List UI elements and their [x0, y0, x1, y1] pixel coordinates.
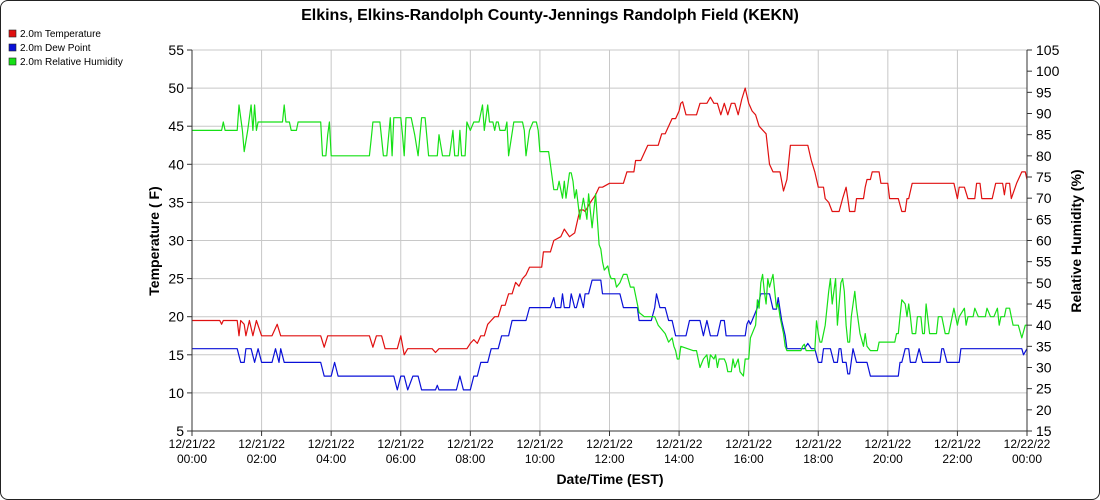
y-tick-label: 20 — [168, 309, 184, 325]
y2-tick-label: 55 — [1036, 254, 1052, 270]
y2-tick-label: 95 — [1036, 84, 1052, 100]
x-tick-label-date: 12/21/22 — [725, 437, 772, 451]
chart-title: Elkins, Elkins-Randolph County-Jennings … — [301, 7, 799, 24]
y2-axis-label: Relative Humidity (%) — [1068, 169, 1084, 312]
x-tick-label-time: 18:00 — [803, 452, 833, 466]
x-tick-label-time: 06:00 — [386, 452, 416, 466]
legend-label: 2.0m Temperature — [20, 29, 101, 40]
y2-tick-label: 70 — [1036, 190, 1052, 206]
x-tick-label-time: 00:00 — [177, 452, 207, 466]
x-axis-label: Date/Time (EST) — [556, 471, 663, 487]
x-tick-label-time: 04:00 — [316, 452, 346, 466]
axes: 5 10 15 20 25 30 35 40 45 50 55 15 20 25 30 35 40 45 50 55 6… — [168, 42, 1059, 466]
y2-tick-label: 60 — [1036, 233, 1052, 249]
y-tick-label: 5 — [176, 423, 184, 439]
y-axis-label: Temperature ( F) — [146, 186, 162, 295]
y2-tick-label: 30 — [1036, 360, 1052, 376]
x-tick-label-date: 12/21/22 — [238, 437, 285, 451]
x-tick-label-time: 16:00 — [734, 452, 764, 466]
y-tick-label: 30 — [168, 233, 184, 249]
legend-label: 2.0m Relative Humidity — [20, 57, 123, 68]
y2-tick-label: 35 — [1036, 338, 1052, 354]
x-tick-label-time: 00:00 — [1012, 452, 1042, 466]
x-tick-label-date: 12/21/22 — [377, 437, 424, 451]
series-line-2-0m-temperature — [192, 87, 1028, 356]
x-tick-label-date: 12/21/22 — [447, 437, 494, 451]
y2-tick-label: 40 — [1036, 317, 1052, 333]
legend-swatch — [8, 29, 17, 38]
y-tick-label: 15 — [168, 347, 184, 363]
legend: 2.0m Temperature 2.0m Dew Point 2.0m Relat… — [8, 29, 123, 68]
series-line-2-0m-dew-point — [192, 279, 1028, 391]
legend-swatch — [8, 57, 17, 66]
x-tick-label-date: 12/21/22 — [517, 437, 564, 451]
y-tick-label: 40 — [168, 156, 184, 172]
x-tick-label-date: 12/21/22 — [864, 437, 911, 451]
y2-tick-label: 50 — [1036, 275, 1052, 291]
plot-area — [192, 87, 1028, 391]
x-tick-label-time: 10:00 — [525, 452, 555, 466]
x-tick-label-date: 12/21/22 — [308, 437, 355, 451]
y-tick-label: 35 — [168, 194, 184, 210]
y-tick-label: 10 — [168, 385, 184, 401]
legend-swatch — [8, 43, 17, 52]
y2-tick-label: 65 — [1036, 211, 1052, 227]
y2-tick-label: 45 — [1036, 296, 1052, 312]
x-tick-label-time: 12:00 — [594, 452, 624, 466]
x-tick-label-time: 02:00 — [247, 452, 277, 466]
x-tick-label-date: 12/21/22 — [586, 437, 633, 451]
y2-tick-label: 105 — [1036, 42, 1060, 58]
x-tick-label-time: 20:00 — [873, 452, 903, 466]
y2-tick-label: 25 — [1036, 381, 1052, 397]
x-tick-label-time: 08:00 — [455, 452, 485, 466]
y-tick-label: 50 — [168, 80, 184, 96]
grid — [191, 49, 1028, 432]
y2-tick-label: 100 — [1036, 63, 1060, 79]
x-tick-label-time: 22:00 — [942, 452, 972, 466]
x-tick-label-date: 12/22/22 — [1004, 437, 1051, 451]
y2-tick-label: 75 — [1036, 169, 1052, 185]
x-tick-label-date: 12/21/22 — [795, 437, 842, 451]
y2-tick-label: 90 — [1036, 106, 1052, 122]
x-tick-label-date: 12/21/22 — [656, 437, 703, 451]
y2-tick-label: 85 — [1036, 127, 1052, 143]
y-tick-label: 25 — [168, 271, 184, 287]
y2-tick-label: 15 — [1036, 423, 1052, 439]
y2-tick-label: 20 — [1036, 402, 1052, 418]
y-tick-label: 55 — [168, 42, 184, 58]
y2-tick-label: 80 — [1036, 148, 1052, 164]
x-tick-label-time: 14:00 — [664, 452, 694, 466]
series-line-2-0m-relative-humidity — [192, 104, 1027, 377]
legend-label: 2.0m Dew Point — [20, 43, 91, 54]
y-tick-label: 45 — [168, 118, 184, 134]
x-tick-label-date: 12/21/22 — [169, 437, 216, 451]
x-tick-label-date: 12/21/22 — [934, 437, 981, 451]
